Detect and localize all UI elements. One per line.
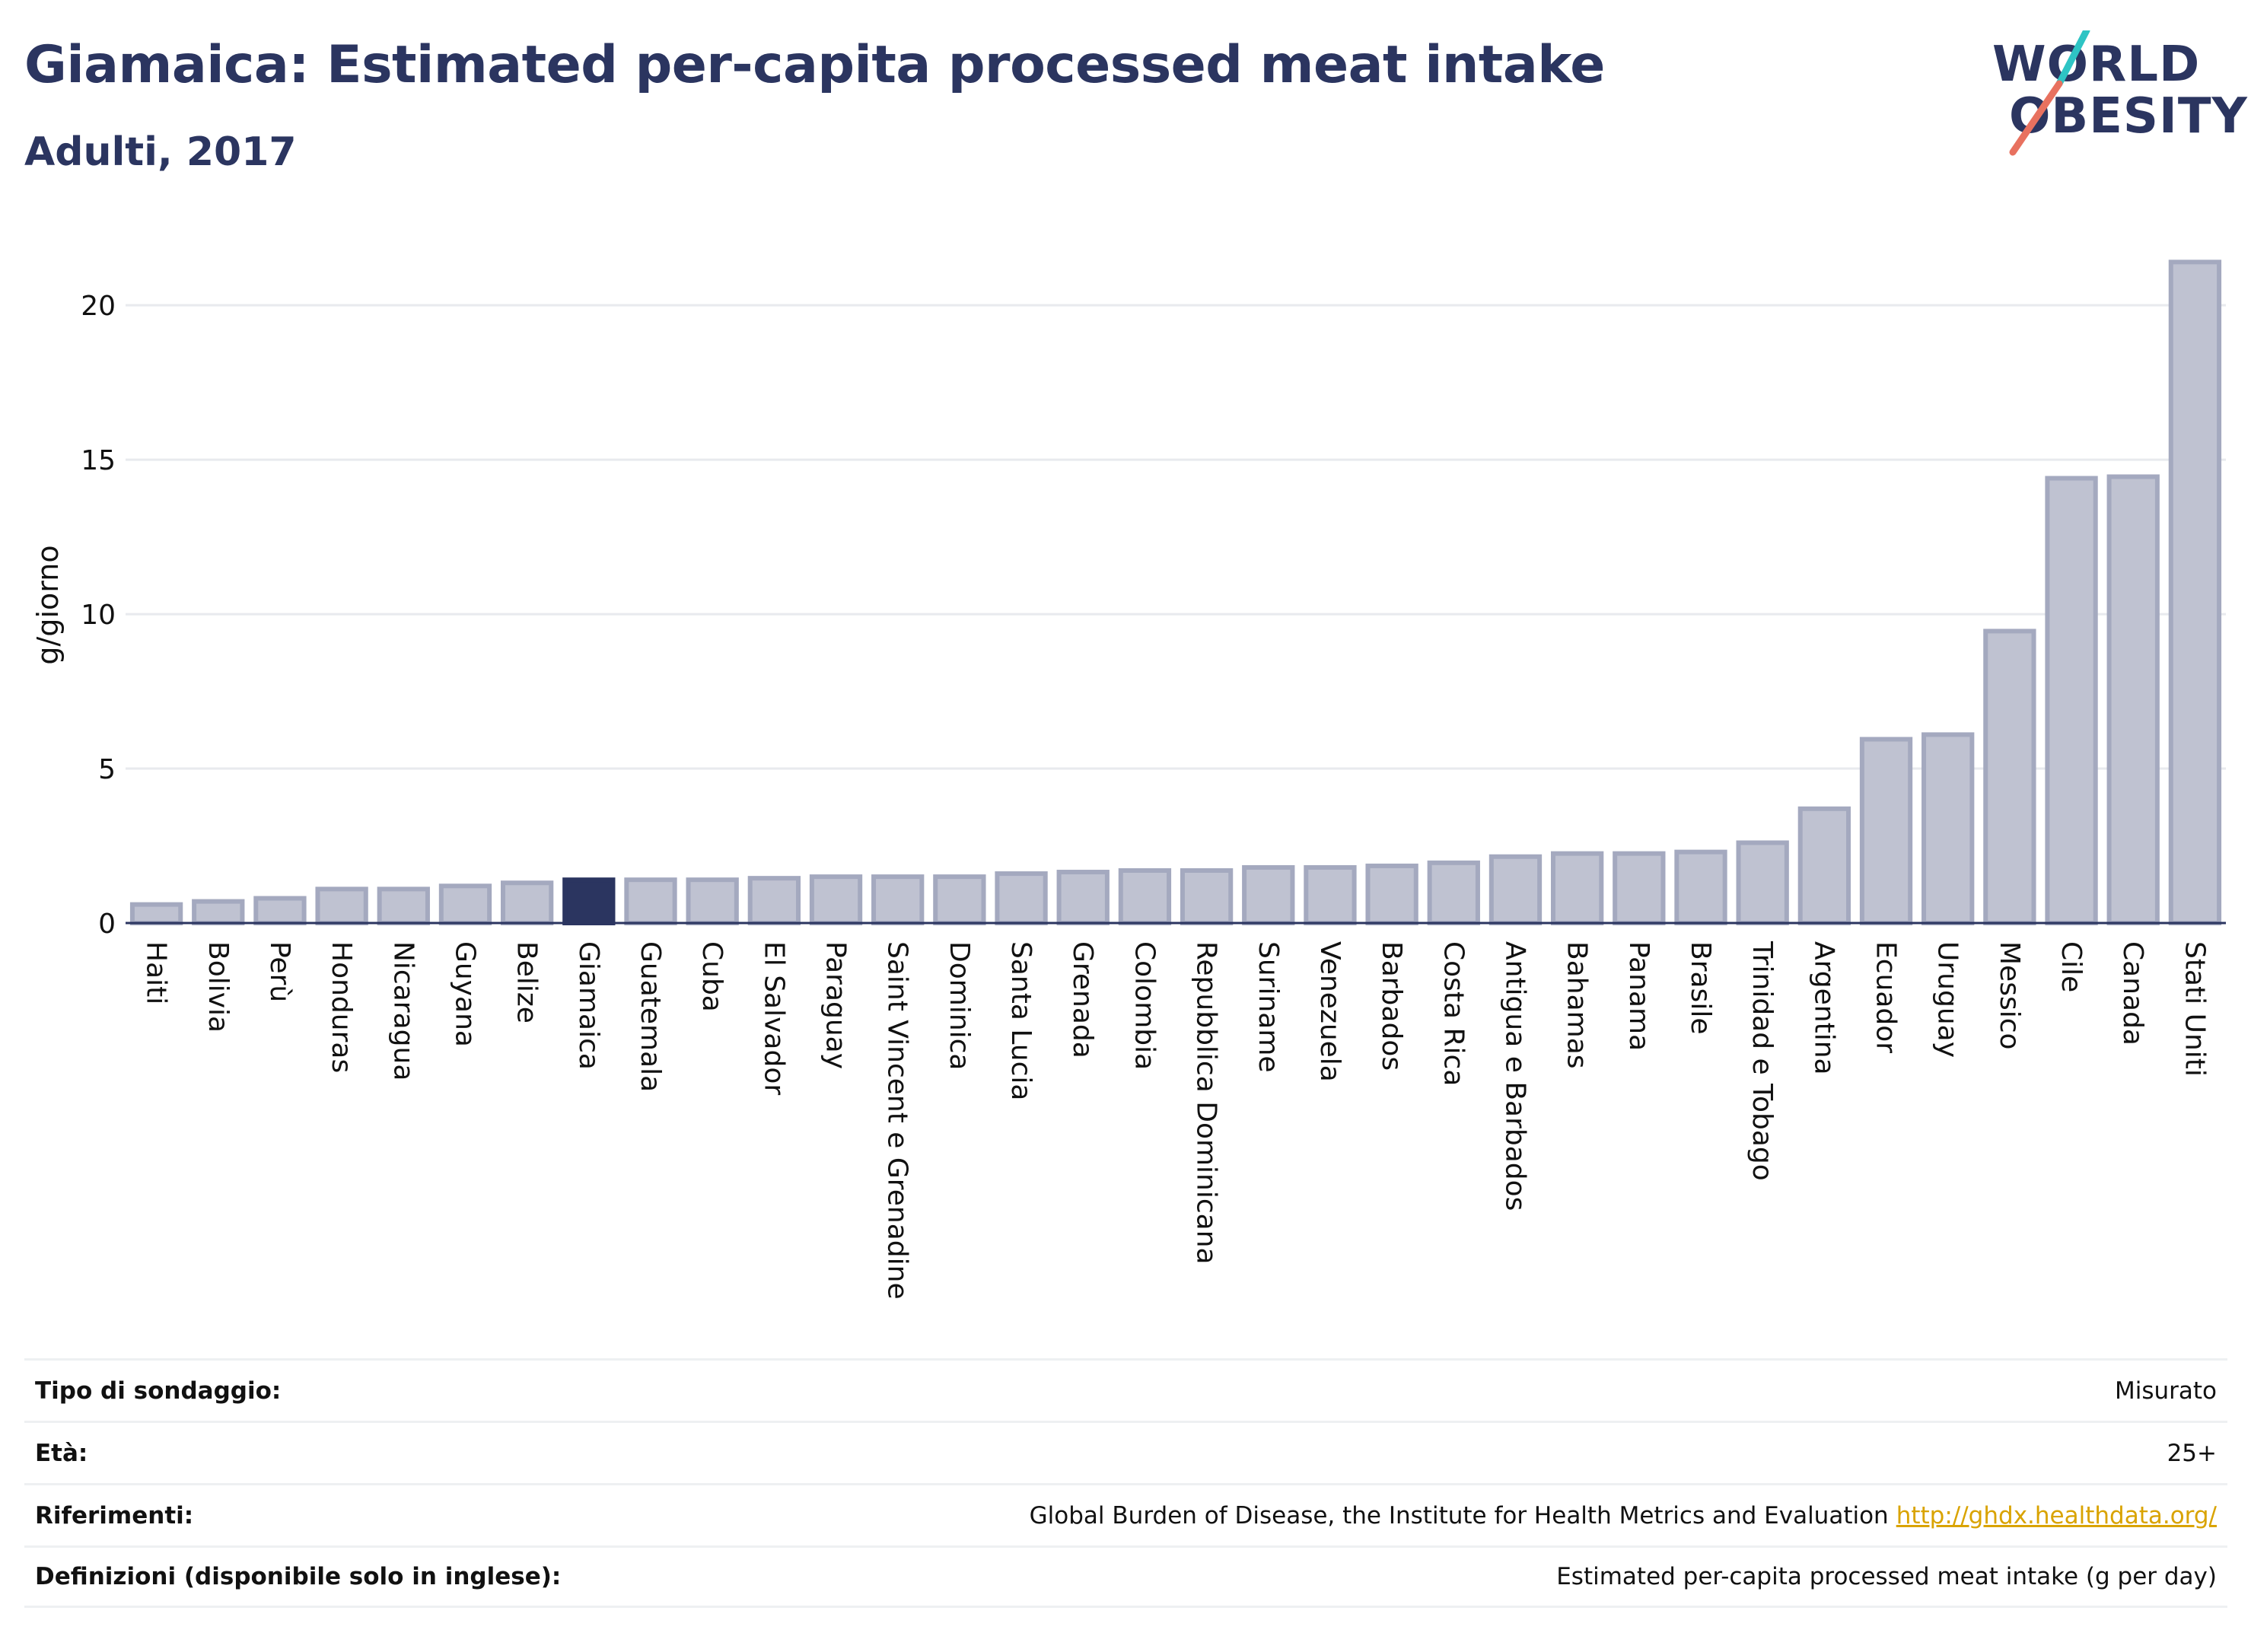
x-tick-label: Repubblica Dominicana — [1191, 941, 1222, 1265]
x-tick-label: Ecuador — [1871, 941, 1902, 1053]
footer-row-survey-type: Tipo di sondaggio: Misurato — [24, 1358, 2227, 1421]
footer-key: Definizioni (disponibile solo in inglese… — [35, 1563, 562, 1590]
bar-giamaica — [562, 877, 616, 926]
x-tick-label: Cile — [2055, 941, 2087, 992]
y-tick-label: 5 — [98, 754, 116, 785]
x-tick-label: Panama — [1623, 941, 1654, 1051]
x-tick-label: Honduras — [326, 941, 357, 1073]
bar-barbados — [1365, 863, 1418, 926]
footer-value: 25+ — [2167, 1439, 2217, 1467]
bar-bahamas — [1550, 851, 1604, 925]
footer-row-references: Riferimenti: Global Burden of Disease, t… — [24, 1483, 2227, 1545]
x-axis-labels: Haiti Bolivia Perù Honduras Nicaragua Guyana B… — [141, 941, 2211, 1300]
bar-costa-rica — [1427, 860, 1480, 926]
x-tick-label: Barbados — [1376, 941, 1407, 1071]
logo-slash-icon — [2009, 30, 2090, 156]
metadata-table: Tipo di sondaggio: Misurato Età: 25+ Rif… — [24, 1358, 2227, 1608]
y-tick-label: 0 — [98, 909, 116, 940]
bar-per- — [253, 896, 307, 925]
bar-repubblica-dominicana — [1180, 867, 1234, 926]
x-tick-label: Argentina — [1808, 941, 1839, 1075]
bar-uruguay — [1921, 732, 1975, 925]
x-tick-label: Messico — [1994, 941, 2025, 1050]
reference-link[interactable]: http://ghdx.healthdata.org/ — [1896, 1501, 2217, 1529]
bar-dominica — [933, 874, 986, 926]
bars — [129, 259, 2222, 926]
x-tick-label: Canada — [2117, 941, 2148, 1046]
x-tick-label: Bolivia — [202, 941, 234, 1033]
footer-value: Global Burden of Disease, the Institute … — [1029, 1501, 1889, 1529]
footer-value: Misurato — [2114, 1377, 2217, 1405]
x-tick-label: Bahamas — [1562, 941, 1593, 1069]
x-tick-label: Colombia — [1129, 941, 1160, 1070]
bar-guatemala — [624, 877, 677, 926]
footer-row-definitions: Definizioni (disponibile solo in inglese… — [24, 1545, 2227, 1608]
y-tick-label: 10 — [81, 600, 116, 631]
bar-guyana — [438, 883, 492, 925]
footer-value: Estimated per-capita processed meat inta… — [1556, 1563, 2217, 1590]
bar-suriname — [1242, 864, 1295, 926]
gridlines — [126, 304, 2226, 770]
y-axis-ticks: 0 5 10 15 20 — [81, 291, 116, 940]
logo-line-1: WORLD — [1992, 37, 2201, 93]
x-tick-label: Costa Rica — [1438, 941, 1469, 1086]
x-tick-label: Stati Uniti — [2179, 941, 2210, 1077]
y-tick-label: 20 — [81, 291, 116, 322]
footer-value-wrap: Global Burden of Disease, the Institute … — [1030, 1502, 2217, 1529]
x-tick-label: Brasile — [1685, 941, 1716, 1034]
x-tick-label: Cuba — [696, 941, 728, 1012]
x-tick-label: Perù — [264, 941, 295, 1002]
x-tick-label: Nicaragua — [387, 941, 419, 1081]
x-tick-label: El Salvador — [758, 941, 789, 1095]
bar-cile — [2045, 476, 2098, 925]
bar-canada — [2106, 474, 2160, 925]
x-tick-label: Saint Vincent e Grenadine — [882, 941, 913, 1300]
bar-antigua-e-barbados — [1488, 854, 1543, 925]
world-obesity-logo: WORLD OBESITY — [1979, 30, 2247, 167]
x-tick-label: Santa Lucia — [1005, 941, 1036, 1100]
bar-grenada — [1056, 870, 1110, 926]
bar-stati-uniti — [2168, 259, 2222, 925]
bar-chart: 0 5 10 15 20 Haiti Bolivia Perù Honduras Nicarag… — [31, 259, 2226, 1300]
bar-ecuador — [1859, 737, 1913, 925]
bar-paraguay — [809, 874, 863, 926]
bar-santa-lucia — [995, 871, 1048, 926]
x-tick-label: Paraguay — [820, 941, 852, 1069]
page-subtitle: Adulti, 2017 — [24, 129, 297, 175]
y-axis-label: g/giorno — [31, 545, 65, 664]
bar-panama — [1613, 851, 1666, 925]
bar-bolivia — [192, 899, 245, 925]
x-tick-label: Antigua e Barbados — [1499, 941, 1530, 1211]
x-tick-label: Suriname — [1253, 941, 1284, 1073]
bar-colombia — [1118, 867, 1172, 926]
bar-haiti — [129, 902, 183, 926]
bar-argentina — [1797, 806, 1851, 925]
x-tick-label: Grenada — [1067, 941, 1098, 1058]
bar-belize — [500, 880, 554, 925]
bar-messico — [1983, 629, 2036, 925]
page-title: Giamaica: Estimated per-capita processed… — [24, 35, 1605, 95]
footer-row-age: Età: 25+ — [24, 1421, 2227, 1483]
x-tick-label: Haiti — [141, 941, 172, 1004]
bar-trinidad-e-tobago — [1736, 840, 1789, 925]
bar-cuba — [686, 877, 739, 926]
y-tick-label: 15 — [81, 445, 116, 476]
bar-honduras — [315, 886, 368, 925]
footer-key: Età: — [35, 1439, 88, 1467]
bar-saint-vincent-e-grenadine — [871, 874, 925, 926]
x-tick-label: Guyana — [449, 941, 480, 1047]
footer-key: Tipo di sondaggio: — [35, 1377, 282, 1405]
x-tick-label: Uruguay — [1932, 941, 1963, 1058]
x-tick-label: Giamaica — [573, 941, 604, 1070]
bar-brasile — [1674, 849, 1727, 925]
x-tick-label: Venezuela — [1314, 941, 1345, 1082]
footer-key: Riferimenti: — [35, 1501, 194, 1529]
bar-el-salvador — [747, 876, 801, 926]
x-tick-label: Belize — [511, 941, 543, 1023]
x-tick-label: Dominica — [944, 941, 975, 1071]
bar-nicaragua — [377, 886, 430, 925]
x-tick-label: Trinidad e Tobago — [1746, 941, 1778, 1181]
bar-venezuela — [1304, 864, 1357, 926]
x-tick-label: Guatemala — [635, 941, 666, 1092]
